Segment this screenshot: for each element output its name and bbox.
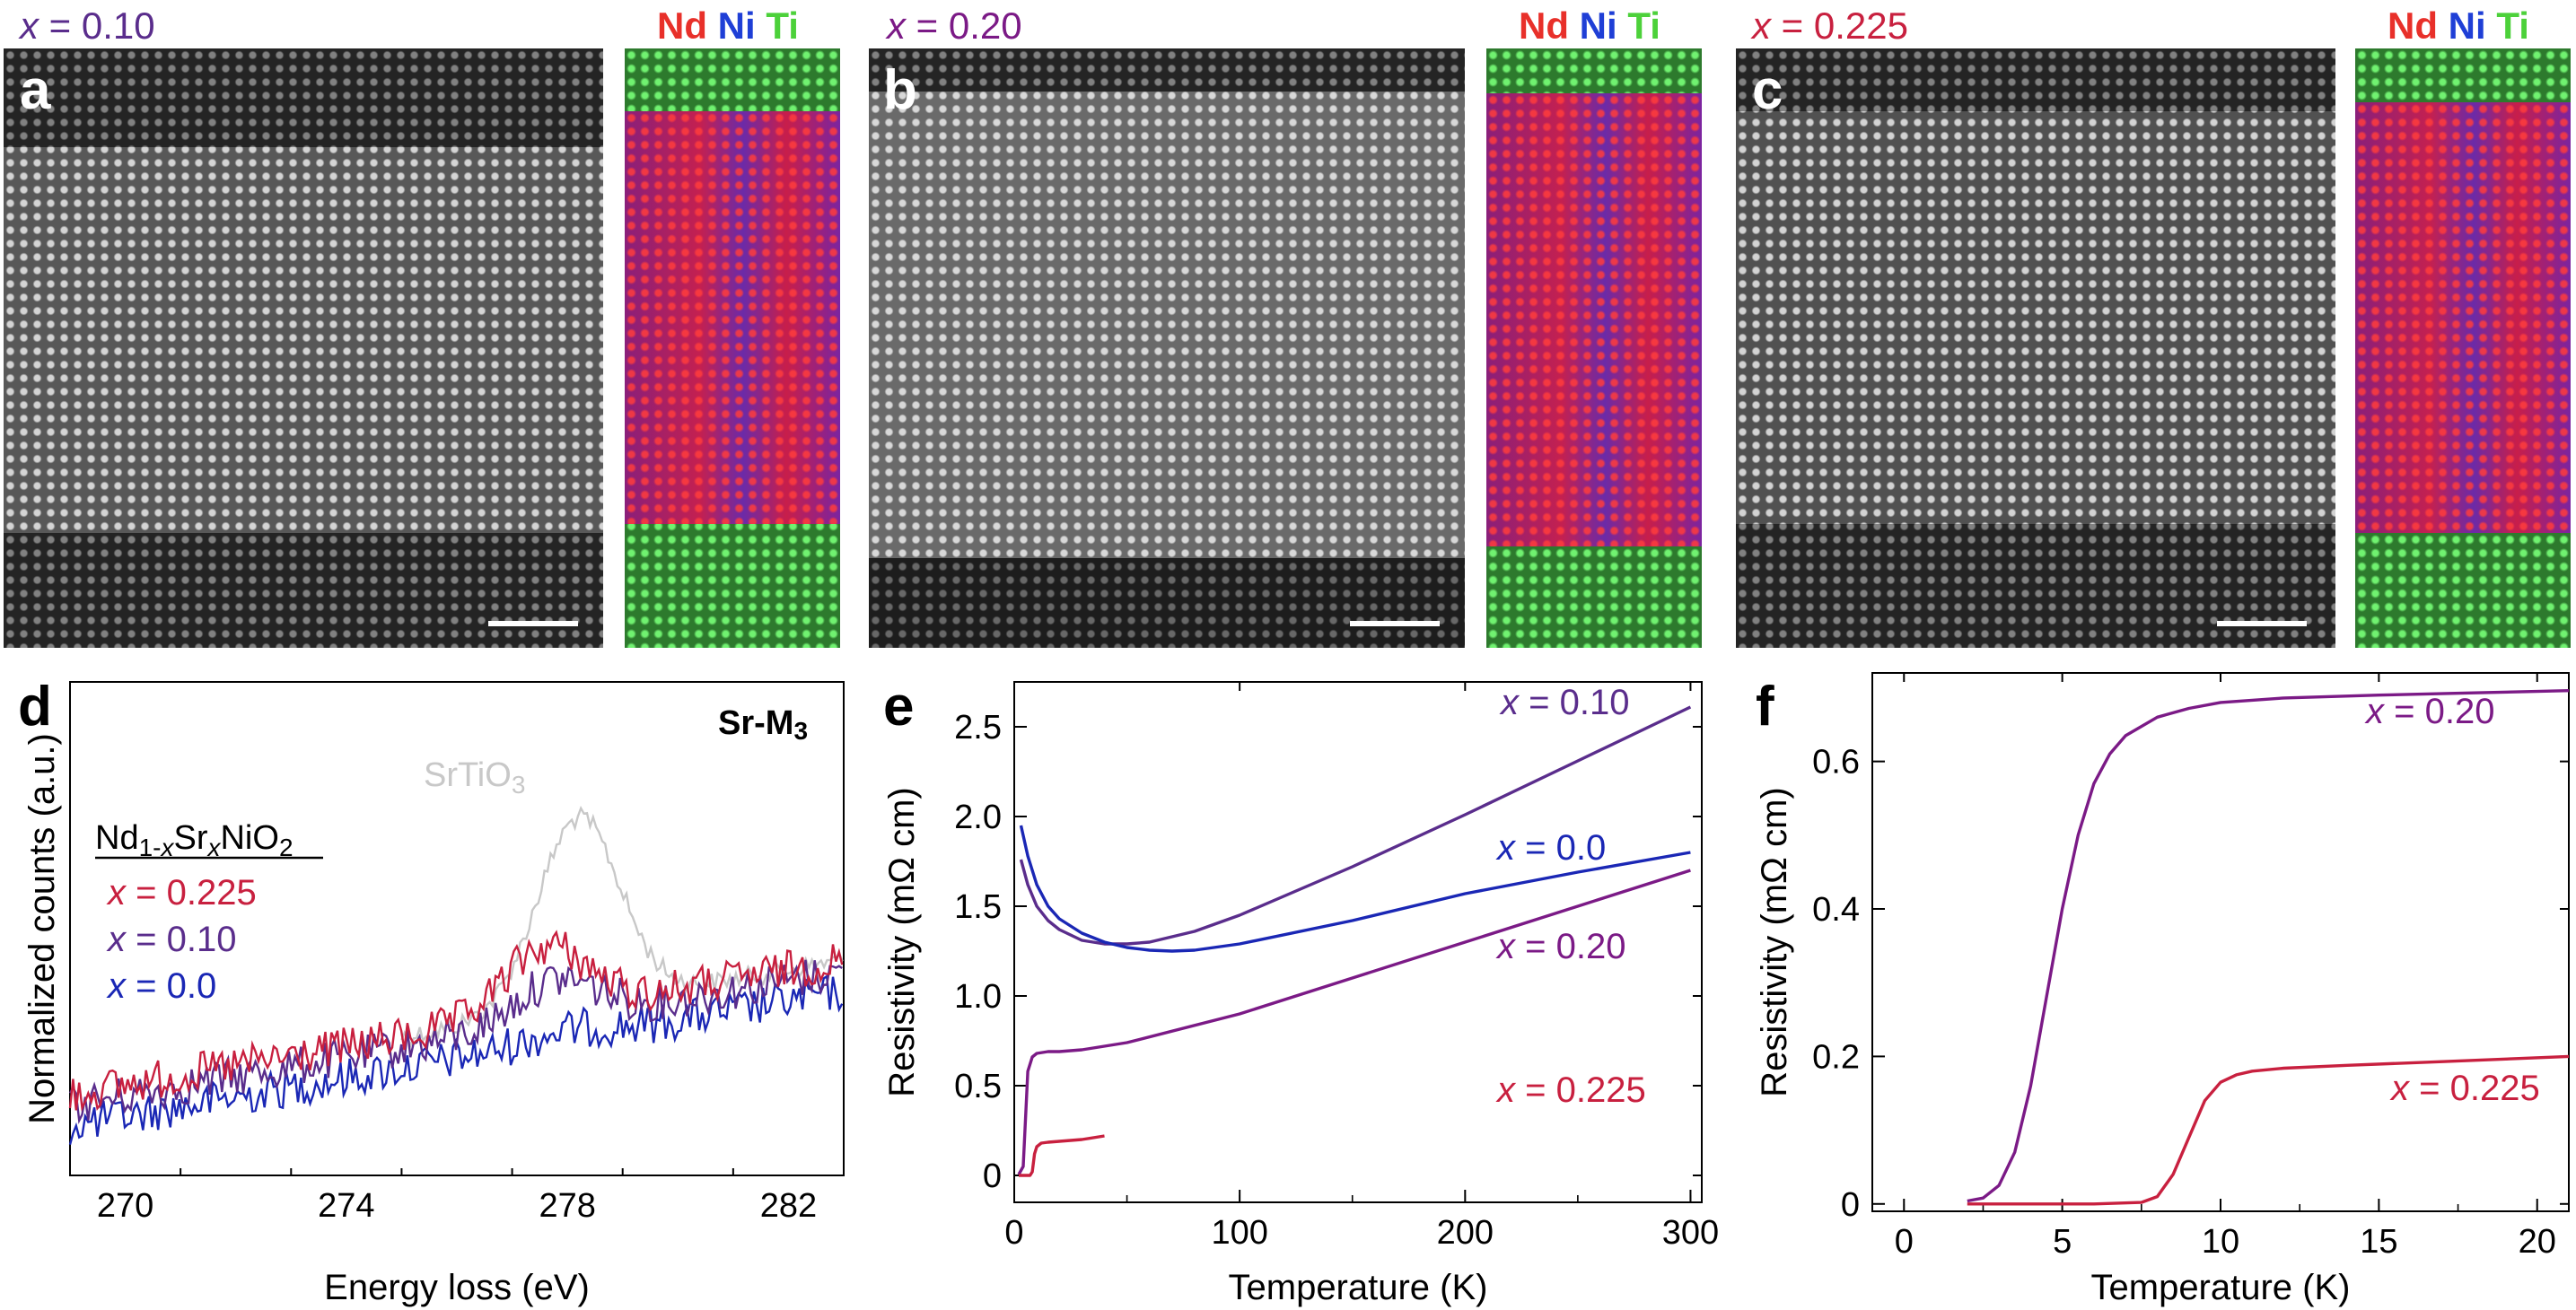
- panel-d-frame: [69, 681, 845, 1176]
- series-line-1: [1019, 825, 1691, 953]
- x-tick-label: 100: [1211, 1214, 1267, 1252]
- panel-c-eels-map: [2355, 48, 2571, 648]
- panel-b-doping-label: x = 0.20: [887, 7, 1022, 45]
- panel-d-ylabel: Normalized counts (a.u.): [22, 733, 62, 1124]
- panel-e-label-x00: x = 0.0: [1495, 828, 1606, 868]
- panel-d-formula: Nd1-xSrxNiO2: [95, 819, 294, 861]
- series-line-3: [1019, 1134, 1105, 1177]
- y-tick-label: 0.2: [1812, 1038, 1860, 1076]
- panel-e-frame: [1013, 681, 1703, 1203]
- panel-d-srtio3-label: SrTiO3: [424, 756, 525, 799]
- panel-b-x-value: = 0.20: [906, 4, 1022, 47]
- panel-c-element-legend: Nd Ni Ti: [2388, 7, 2529, 45]
- panel-c-scale-bar: [2217, 621, 2307, 626]
- y-tick-label: 0.4: [1812, 891, 1860, 929]
- panel-a-doping-label: x = 0.10: [20, 7, 155, 45]
- x-tick-label: 5: [2053, 1223, 2072, 1261]
- x-tick-label: 15: [2360, 1223, 2397, 1261]
- x-tick-label: 274: [318, 1187, 374, 1225]
- panel-c-x-symbol: x: [1752, 4, 1771, 47]
- y-tick-label: 1.5: [954, 888, 1002, 926]
- panel-e-xlabel: Temperature (K): [1229, 1268, 1488, 1307]
- panel-a-eels-map: [625, 48, 840, 648]
- x-tick-label: 200: [1437, 1214, 1494, 1252]
- y-tick-label: 0.6: [1812, 744, 1860, 782]
- panel-b-x-symbol: x: [887, 4, 906, 47]
- legend-nd: Nd: [657, 4, 707, 47]
- panel-d-legend-x010: x = 0.10: [106, 920, 236, 959]
- series-line-2: [1017, 869, 1691, 1175]
- panel-e-label-x020: x = 0.20: [1495, 927, 1625, 966]
- panel-c-haadf-image: [1736, 48, 2335, 648]
- series-line-0: [1019, 705, 1692, 946]
- panel-a-x-value: = 0.10: [39, 4, 155, 47]
- legend-ni: Ni: [717, 4, 756, 47]
- x-tick-label: 282: [760, 1187, 817, 1225]
- panel-b-haadf-image: [869, 48, 1465, 648]
- panel-f-ylabel: Resistivity (mΩ cm): [1755, 787, 1794, 1096]
- panel-f-label-x020: x = 0.20: [2364, 692, 2494, 731]
- panel-d-edge-label: Sr-M3: [718, 704, 808, 745]
- panel-f-label-x0225: x = 0.225: [2389, 1069, 2540, 1108]
- legend-ti: Ti: [1627, 4, 1660, 47]
- legend-nd: Nd: [2388, 4, 2438, 47]
- panel-e-ylabel: Resistivity (mΩ cm): [882, 787, 922, 1096]
- panel-c-letter: c: [1752, 59, 1783, 121]
- panel-e-letter: e: [883, 676, 914, 738]
- y-tick-label: 2.5: [954, 709, 1002, 747]
- x-tick-label: 270: [97, 1187, 153, 1225]
- x-tick-label: 10: [2202, 1223, 2239, 1261]
- legend-nd: Nd: [1519, 4, 1569, 47]
- panel-b-scale-bar: [1350, 621, 1440, 626]
- y-tick-label: 0: [1841, 1186, 1860, 1224]
- legend-ni: Ni: [1579, 4, 1617, 47]
- x-tick-label: 0: [1004, 1214, 1023, 1252]
- x-tick-label: 278: [539, 1187, 595, 1225]
- panel-b-element-legend: Nd Ni Ti: [1519, 7, 1660, 45]
- x-tick-label: 20: [2519, 1223, 2556, 1261]
- y-tick-label: 1.0: [954, 978, 1002, 1016]
- panel-a-haadf-image: [4, 48, 603, 648]
- panel-e-label-x0225: x = 0.225: [1495, 1070, 1646, 1110]
- panel-c-x-value: = 0.225: [1771, 4, 1908, 47]
- x-tick-label: 300: [1662, 1214, 1719, 1252]
- x-tick-label: 0: [1895, 1223, 1914, 1261]
- legend-ti: Ti: [766, 4, 799, 47]
- panel-d-letter: d: [18, 676, 52, 738]
- panel-d-xlabel: Energy loss (eV): [324, 1268, 590, 1307]
- y-tick-label: 0: [983, 1157, 1002, 1195]
- panel-a-element-legend: Nd Ni Ti: [657, 7, 799, 45]
- panel-a-letter: a: [20, 59, 51, 121]
- panel-a-x-symbol: x: [20, 4, 39, 47]
- panel-c-doping-label: x = 0.225: [1752, 7, 1908, 45]
- panel-f-frame: [1871, 672, 2570, 1212]
- spectrum-line-0: [400, 805, 844, 1048]
- panel-b-letter: b: [883, 59, 917, 121]
- y-tick-label: 2.0: [954, 799, 1002, 836]
- legend-ti: Ti: [2496, 4, 2529, 47]
- panel-f-xlabel: Temperature (K): [2091, 1268, 2351, 1307]
- panel-b-eels-map: [1486, 48, 1702, 648]
- panel-d-legend-x0225: x = 0.225: [106, 873, 257, 913]
- panel-f-letter: f: [1756, 676, 1774, 738]
- panel-d-legend-x00: x = 0.0: [106, 966, 216, 1006]
- y-tick-label: 0.5: [954, 1068, 1002, 1105]
- panel-e-label-x010: x = 0.10: [1499, 683, 1629, 722]
- series-line-1: [1967, 1054, 2570, 1206]
- spectrum-line-1: [68, 930, 844, 1112]
- spectrum-line-3: [68, 974, 844, 1146]
- legend-ni: Ni: [2448, 4, 2486, 47]
- series-line-0: [1967, 689, 2570, 1203]
- panel-a-scale-bar: [488, 621, 578, 626]
